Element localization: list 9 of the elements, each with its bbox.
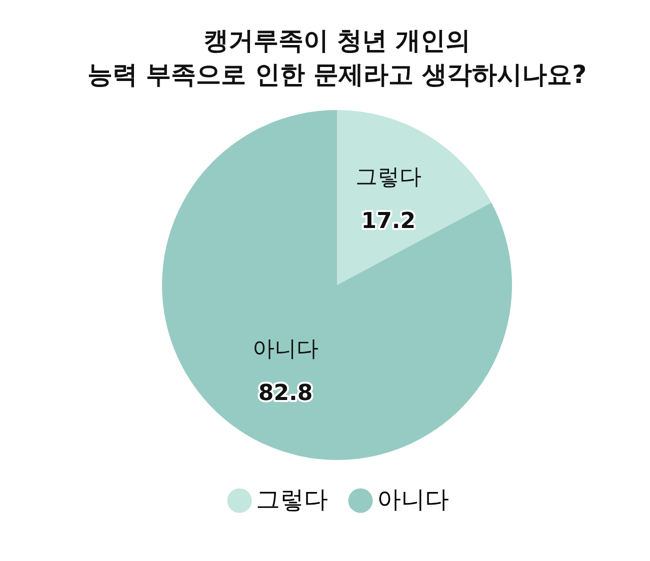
legend-label: 아니다: [377, 486, 449, 514]
slice-label: 아니다: [252, 336, 319, 362]
pie-slice: [162, 110, 512, 460]
data-label: 17.2: [361, 209, 416, 234]
data-label: 82.8: [258, 380, 313, 406]
legend-label: 그렇다: [256, 486, 328, 514]
chart-title: 캥거루족이 청년 개인의 능력 부족으로 인한 문제라고 생각하시나요?: [87, 26, 587, 89]
pie-slice: [337, 110, 492, 285]
slice-label: 그렇다: [355, 165, 422, 190]
